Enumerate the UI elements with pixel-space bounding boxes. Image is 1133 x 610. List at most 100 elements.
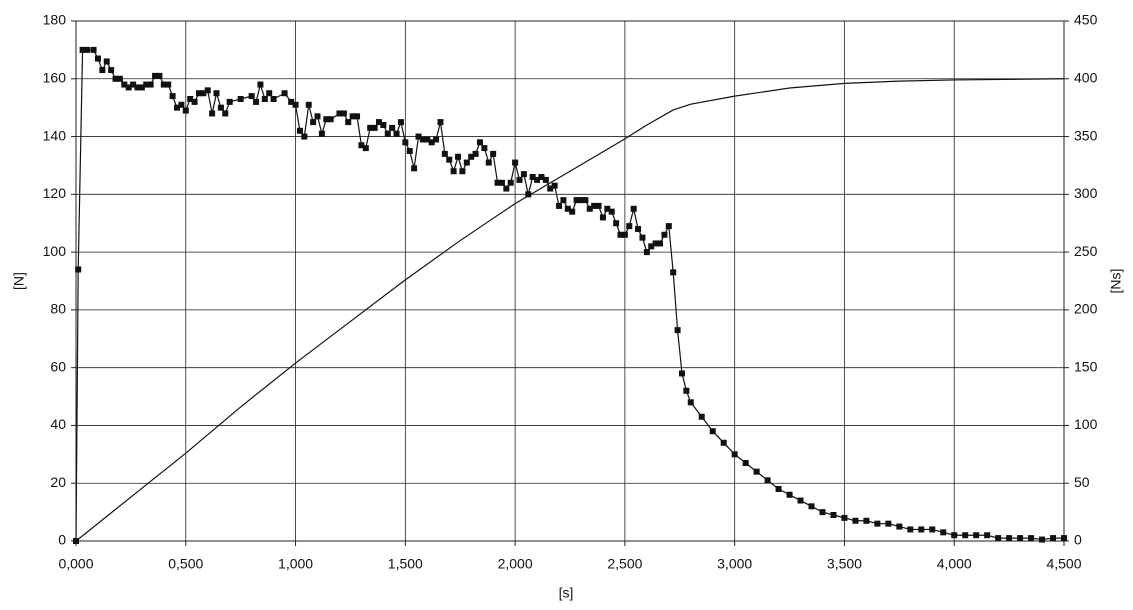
- data-point: [573, 197, 580, 204]
- data-point: [885, 520, 892, 527]
- data-point: [108, 67, 115, 74]
- data-point: [1050, 535, 1057, 542]
- data-point: [411, 165, 418, 172]
- data-point: [984, 532, 991, 539]
- data-point: [503, 185, 510, 192]
- data-point: [103, 58, 110, 65]
- data-point: [529, 174, 536, 180]
- data-point: [94, 55, 101, 62]
- data-point: [786, 491, 793, 498]
- data-point: [318, 130, 325, 137]
- x-axis-title: [s]: [559, 585, 574, 601]
- y-tick-label: 80: [50, 301, 66, 317]
- data-point: [863, 517, 870, 524]
- data-point: [455, 153, 462, 160]
- data-point: [305, 101, 312, 108]
- data-point: [125, 84, 132, 91]
- data-point: [657, 240, 664, 247]
- data-point: [764, 477, 771, 484]
- data-point: [459, 168, 466, 175]
- data-point: [604, 205, 611, 212]
- data-point: [720, 439, 727, 446]
- data-point: [1039, 536, 1046, 543]
- y2-tick-label: 400: [1074, 69, 1098, 85]
- data-point: [648, 243, 655, 250]
- data-point: [797, 497, 804, 504]
- y2-tick-label: 250: [1074, 243, 1098, 259]
- data-point: [90, 46, 97, 53]
- data-point: [169, 93, 176, 100]
- data-point: [195, 90, 202, 97]
- data-point: [507, 179, 514, 186]
- data-point: [292, 101, 299, 108]
- data-point: [973, 532, 980, 539]
- data-point: [375, 119, 382, 126]
- data-point: [112, 75, 119, 82]
- y2-tick-label: 50: [1074, 474, 1090, 490]
- x-tick-label: 1,500: [388, 556, 423, 572]
- y-tick-label: 0: [58, 532, 66, 548]
- y2-tick-label: 450: [1074, 12, 1098, 28]
- data-point: [929, 526, 936, 533]
- data-point: [209, 110, 216, 117]
- data-point: [753, 468, 760, 475]
- data-point: [551, 182, 558, 189]
- data-point: [852, 517, 859, 524]
- data-point: [384, 130, 391, 137]
- data-point: [516, 176, 523, 183]
- data-point: [380, 122, 387, 128]
- data-point: [520, 171, 527, 178]
- data-point: [75, 266, 82, 273]
- data-point: [134, 84, 141, 91]
- data-point: [200, 90, 207, 97]
- data-point: [595, 202, 602, 209]
- y2-tick-label: 200: [1074, 301, 1098, 317]
- data-point: [187, 96, 194, 102]
- data-point: [940, 529, 947, 536]
- data-point: [639, 234, 646, 241]
- data-point: [345, 119, 352, 126]
- data-point: [152, 72, 159, 79]
- data-point: [160, 81, 167, 88]
- data-point: [336, 110, 343, 117]
- data-point: [371, 124, 378, 131]
- y2-tick-label: 0: [1074, 532, 1082, 548]
- data-point: [547, 185, 554, 192]
- x-tick-label: 4,500: [1046, 556, 1081, 572]
- y-tick-label: 120: [43, 185, 67, 201]
- data-point: [182, 107, 189, 114]
- data-point: [173, 104, 180, 111]
- data-point: [165, 81, 172, 88]
- data-point: [674, 327, 681, 334]
- data-point: [665, 223, 672, 230]
- data-point: [428, 139, 435, 146]
- data-point: [582, 197, 589, 204]
- data-point: [830, 512, 837, 518]
- data-point: [406, 148, 413, 154]
- y-tick-label: 140: [43, 127, 67, 143]
- data-point: [468, 153, 475, 160]
- x-tick-label: 3,500: [827, 556, 862, 572]
- data-point: [808, 503, 815, 510]
- data-point: [143, 81, 150, 88]
- data-point: [397, 119, 404, 126]
- data-point: [564, 205, 571, 212]
- data-point: [485, 159, 492, 166]
- data-point: [542, 176, 549, 183]
- data-point: [253, 98, 260, 105]
- data-point: [608, 208, 615, 215]
- x-tick-label: 2,500: [607, 556, 642, 572]
- data-point: [121, 81, 128, 88]
- data-point: [130, 81, 137, 88]
- y2-tick-label: 150: [1074, 358, 1098, 374]
- data-point: [433, 136, 440, 143]
- data-point: [534, 176, 541, 183]
- data-point: [678, 370, 685, 377]
- data-point: [556, 202, 563, 209]
- data-point: [962, 532, 969, 539]
- data-point: [687, 399, 694, 406]
- data-point: [296, 127, 303, 134]
- data-point: [419, 136, 426, 143]
- data-point: [874, 520, 881, 527]
- y-tick-label: 160: [43, 69, 67, 85]
